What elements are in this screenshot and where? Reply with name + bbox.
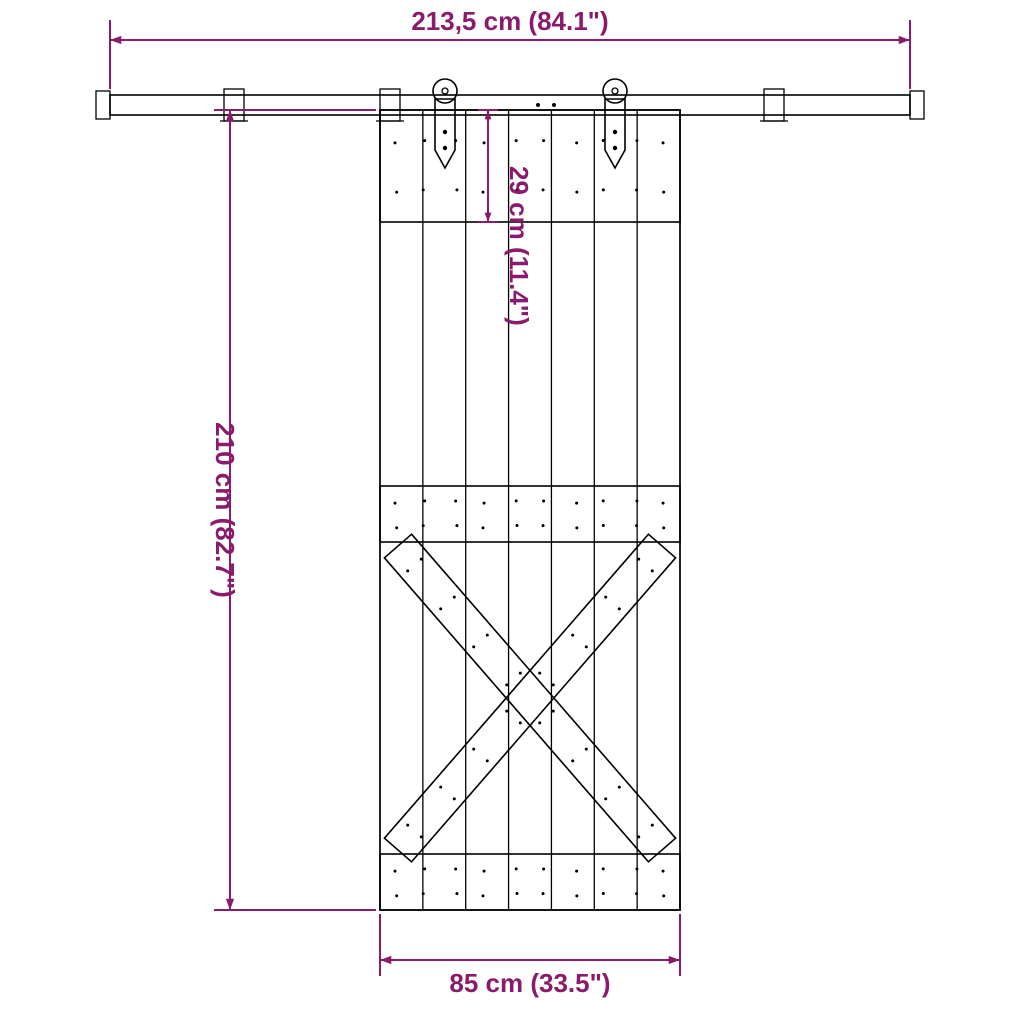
dim-rail-width: 213,5 cm (84.1") xyxy=(411,6,608,36)
rail-assembly xyxy=(96,89,924,121)
dim-door-width: 85 cm (33.5") xyxy=(449,968,610,998)
dim-door-height: 210 cm (82.7") xyxy=(210,422,240,598)
dim-header-height: 29 cm (11.4") xyxy=(504,166,534,326)
dimensions: 213,5 cm (84.1") 29 cm (11.4") 210 cm (82.… xyxy=(110,6,910,998)
